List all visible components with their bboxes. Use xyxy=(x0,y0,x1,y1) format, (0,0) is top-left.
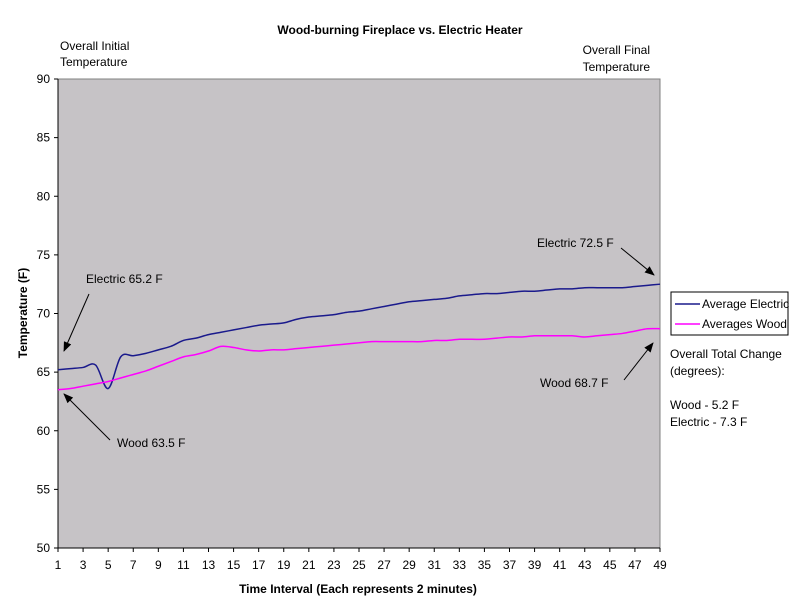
wood-start-label: Wood 63.5 F xyxy=(117,436,185,450)
electric-start-label: Electric 65.2 F xyxy=(86,272,163,286)
electric-end-label: Electric 72.5 F xyxy=(537,236,614,250)
x-tick-label: 35 xyxy=(478,558,492,572)
x-tick-label: 13 xyxy=(202,558,216,572)
y-tick-label: 55 xyxy=(37,482,51,496)
x-tick-label: 45 xyxy=(603,558,617,572)
initial-header-line1: Overall Initial xyxy=(60,39,129,53)
x-tick-label: 47 xyxy=(628,558,642,572)
wood-start-arrow xyxy=(63,393,111,441)
x-tick-label: 49 xyxy=(653,558,667,572)
x-tick-label: 37 xyxy=(503,558,517,572)
legend-electric-label: Average Electric xyxy=(702,297,789,311)
y-tick-label: 65 xyxy=(37,365,51,379)
electric-change: Electric - 7.3 F xyxy=(670,415,747,429)
y-tick-label: 50 xyxy=(37,541,51,555)
plot-area xyxy=(57,78,661,549)
total-change-title-2: (degrees): xyxy=(670,364,725,378)
x-tick-label: 33 xyxy=(453,558,467,572)
x-tick-label: 1 xyxy=(55,558,62,572)
x-tick-label: 11 xyxy=(177,558,190,572)
x-tick-label: 39 xyxy=(528,558,542,572)
y-tick-label: 75 xyxy=(37,248,51,262)
initial-header-line2: Temperature xyxy=(60,55,128,69)
y-tick-label: 80 xyxy=(37,189,51,203)
legend: Average Electric Averages Wood xyxy=(670,291,789,336)
x-tick-label: 31 xyxy=(428,558,442,572)
y-tick-label: 70 xyxy=(37,307,51,321)
legend-wood-label: Averages Wood xyxy=(702,317,787,331)
electric-end-arrow xyxy=(620,247,655,276)
x-tick-label: 21 xyxy=(302,558,316,572)
y-axis-label: Temperature (F) xyxy=(16,268,30,358)
series-lines xyxy=(57,283,661,391)
x-tick-label: 3 xyxy=(80,558,87,572)
x-axis-label: Time Interval (Each represents 2 minutes… xyxy=(239,582,477,596)
electric-start-arrow xyxy=(63,293,90,352)
final-header-line1: Overall Final xyxy=(583,43,650,57)
wood-change: Wood - 5.2 F xyxy=(670,398,739,412)
x-tick-label: 41 xyxy=(553,558,567,572)
x-tick-label: 27 xyxy=(377,558,391,572)
x-tick-label: 25 xyxy=(352,558,366,572)
x-tick-label: 9 xyxy=(155,558,162,572)
y-tick-label: 85 xyxy=(37,131,51,145)
x-tick-label: 23 xyxy=(327,558,341,572)
x-tick-label: 19 xyxy=(277,558,291,572)
final-header-line2: Temperature xyxy=(583,60,651,74)
x-axis: 1 3 5 7 9 11 13 15 17 19 21 23 25 27 29 31 33 35 37 39 41 43 4… xyxy=(55,547,667,572)
y-axis: 50 55 60 65 70 75 80 85 90 xyxy=(37,72,59,555)
x-tick-label: 43 xyxy=(578,558,592,572)
x-tick-label: 29 xyxy=(402,558,416,572)
x-tick-label: 7 xyxy=(130,558,137,572)
total-change-title-1: Overall Total Change xyxy=(670,347,782,361)
x-tick-label: 15 xyxy=(227,558,241,572)
x-tick-label: 17 xyxy=(252,558,266,572)
chart-title: Wood-burning Fireplace vs. Electric Heat… xyxy=(277,23,523,37)
y-tick-label: 60 xyxy=(37,424,51,438)
x-tick-label: 5 xyxy=(105,558,112,572)
wood-end-arrow xyxy=(623,342,654,381)
y-tick-label: 90 xyxy=(37,72,51,86)
wood-end-label: Wood 68.7 F xyxy=(540,376,608,390)
